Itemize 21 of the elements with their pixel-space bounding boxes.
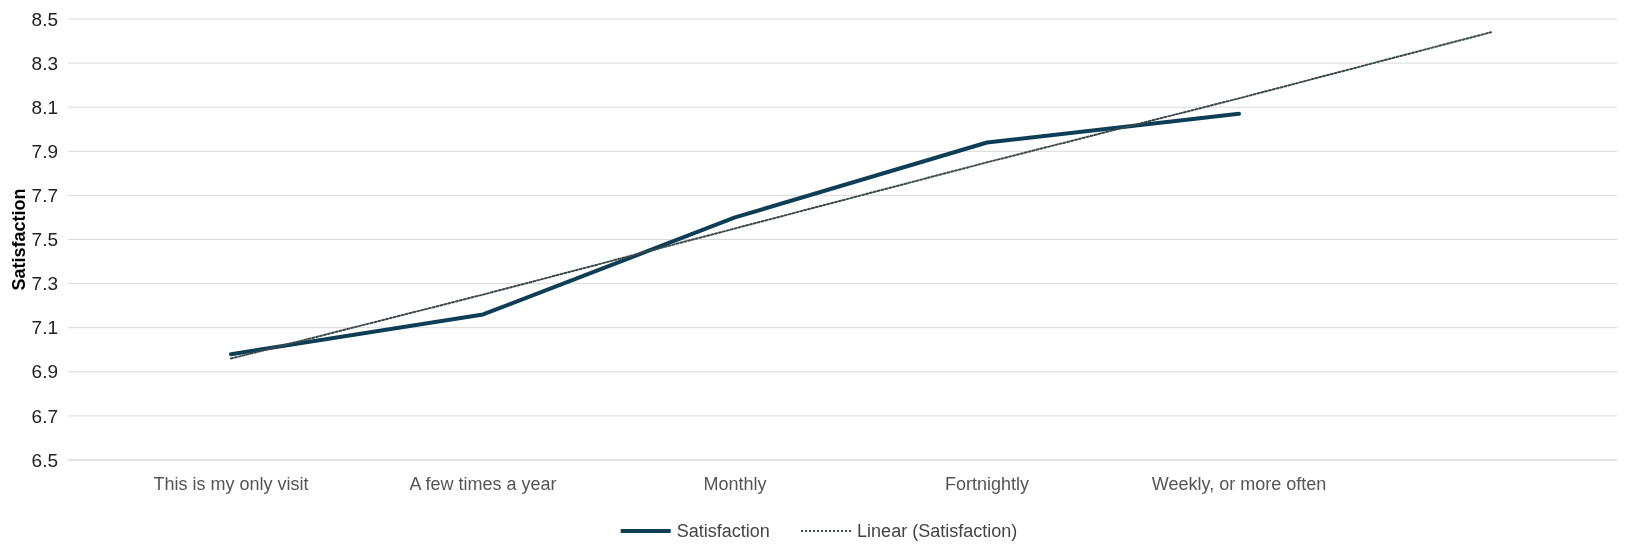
y-tick-label: 7.5: [31, 229, 58, 251]
x-tick-label: This is my only visit: [153, 474, 309, 494]
y-tick-label: 6.5: [31, 449, 58, 471]
y-tick-label: 8.1: [31, 96, 58, 118]
x-tick-label: A few times a year: [409, 474, 557, 494]
y-tick-label: 7.1: [31, 317, 58, 339]
legend-label: Satisfaction: [676, 521, 770, 541]
line-series: [229, 111, 1241, 357]
y-tick-label: 7.3: [31, 273, 58, 295]
line-series: [230, 31, 1492, 360]
y-tick-label: 6.9: [31, 361, 58, 383]
y-tick-label: 8.5: [31, 8, 58, 30]
legend-label: Linear (Satisfaction): [857, 521, 1018, 541]
y-tick-label: 7.9: [31, 140, 58, 162]
x-tick-label: Monthly: [703, 474, 767, 494]
y-axis-title: Satisfaction: [9, 188, 29, 291]
y-tick-label: 6.7: [31, 405, 58, 427]
y-tick-label: 7.7: [31, 185, 58, 207]
x-tick-label: Weekly, or more often: [1151, 474, 1327, 494]
y-tick-label: 8.3: [31, 52, 58, 74]
x-tick-label: Fortnightly: [944, 474, 1030, 494]
